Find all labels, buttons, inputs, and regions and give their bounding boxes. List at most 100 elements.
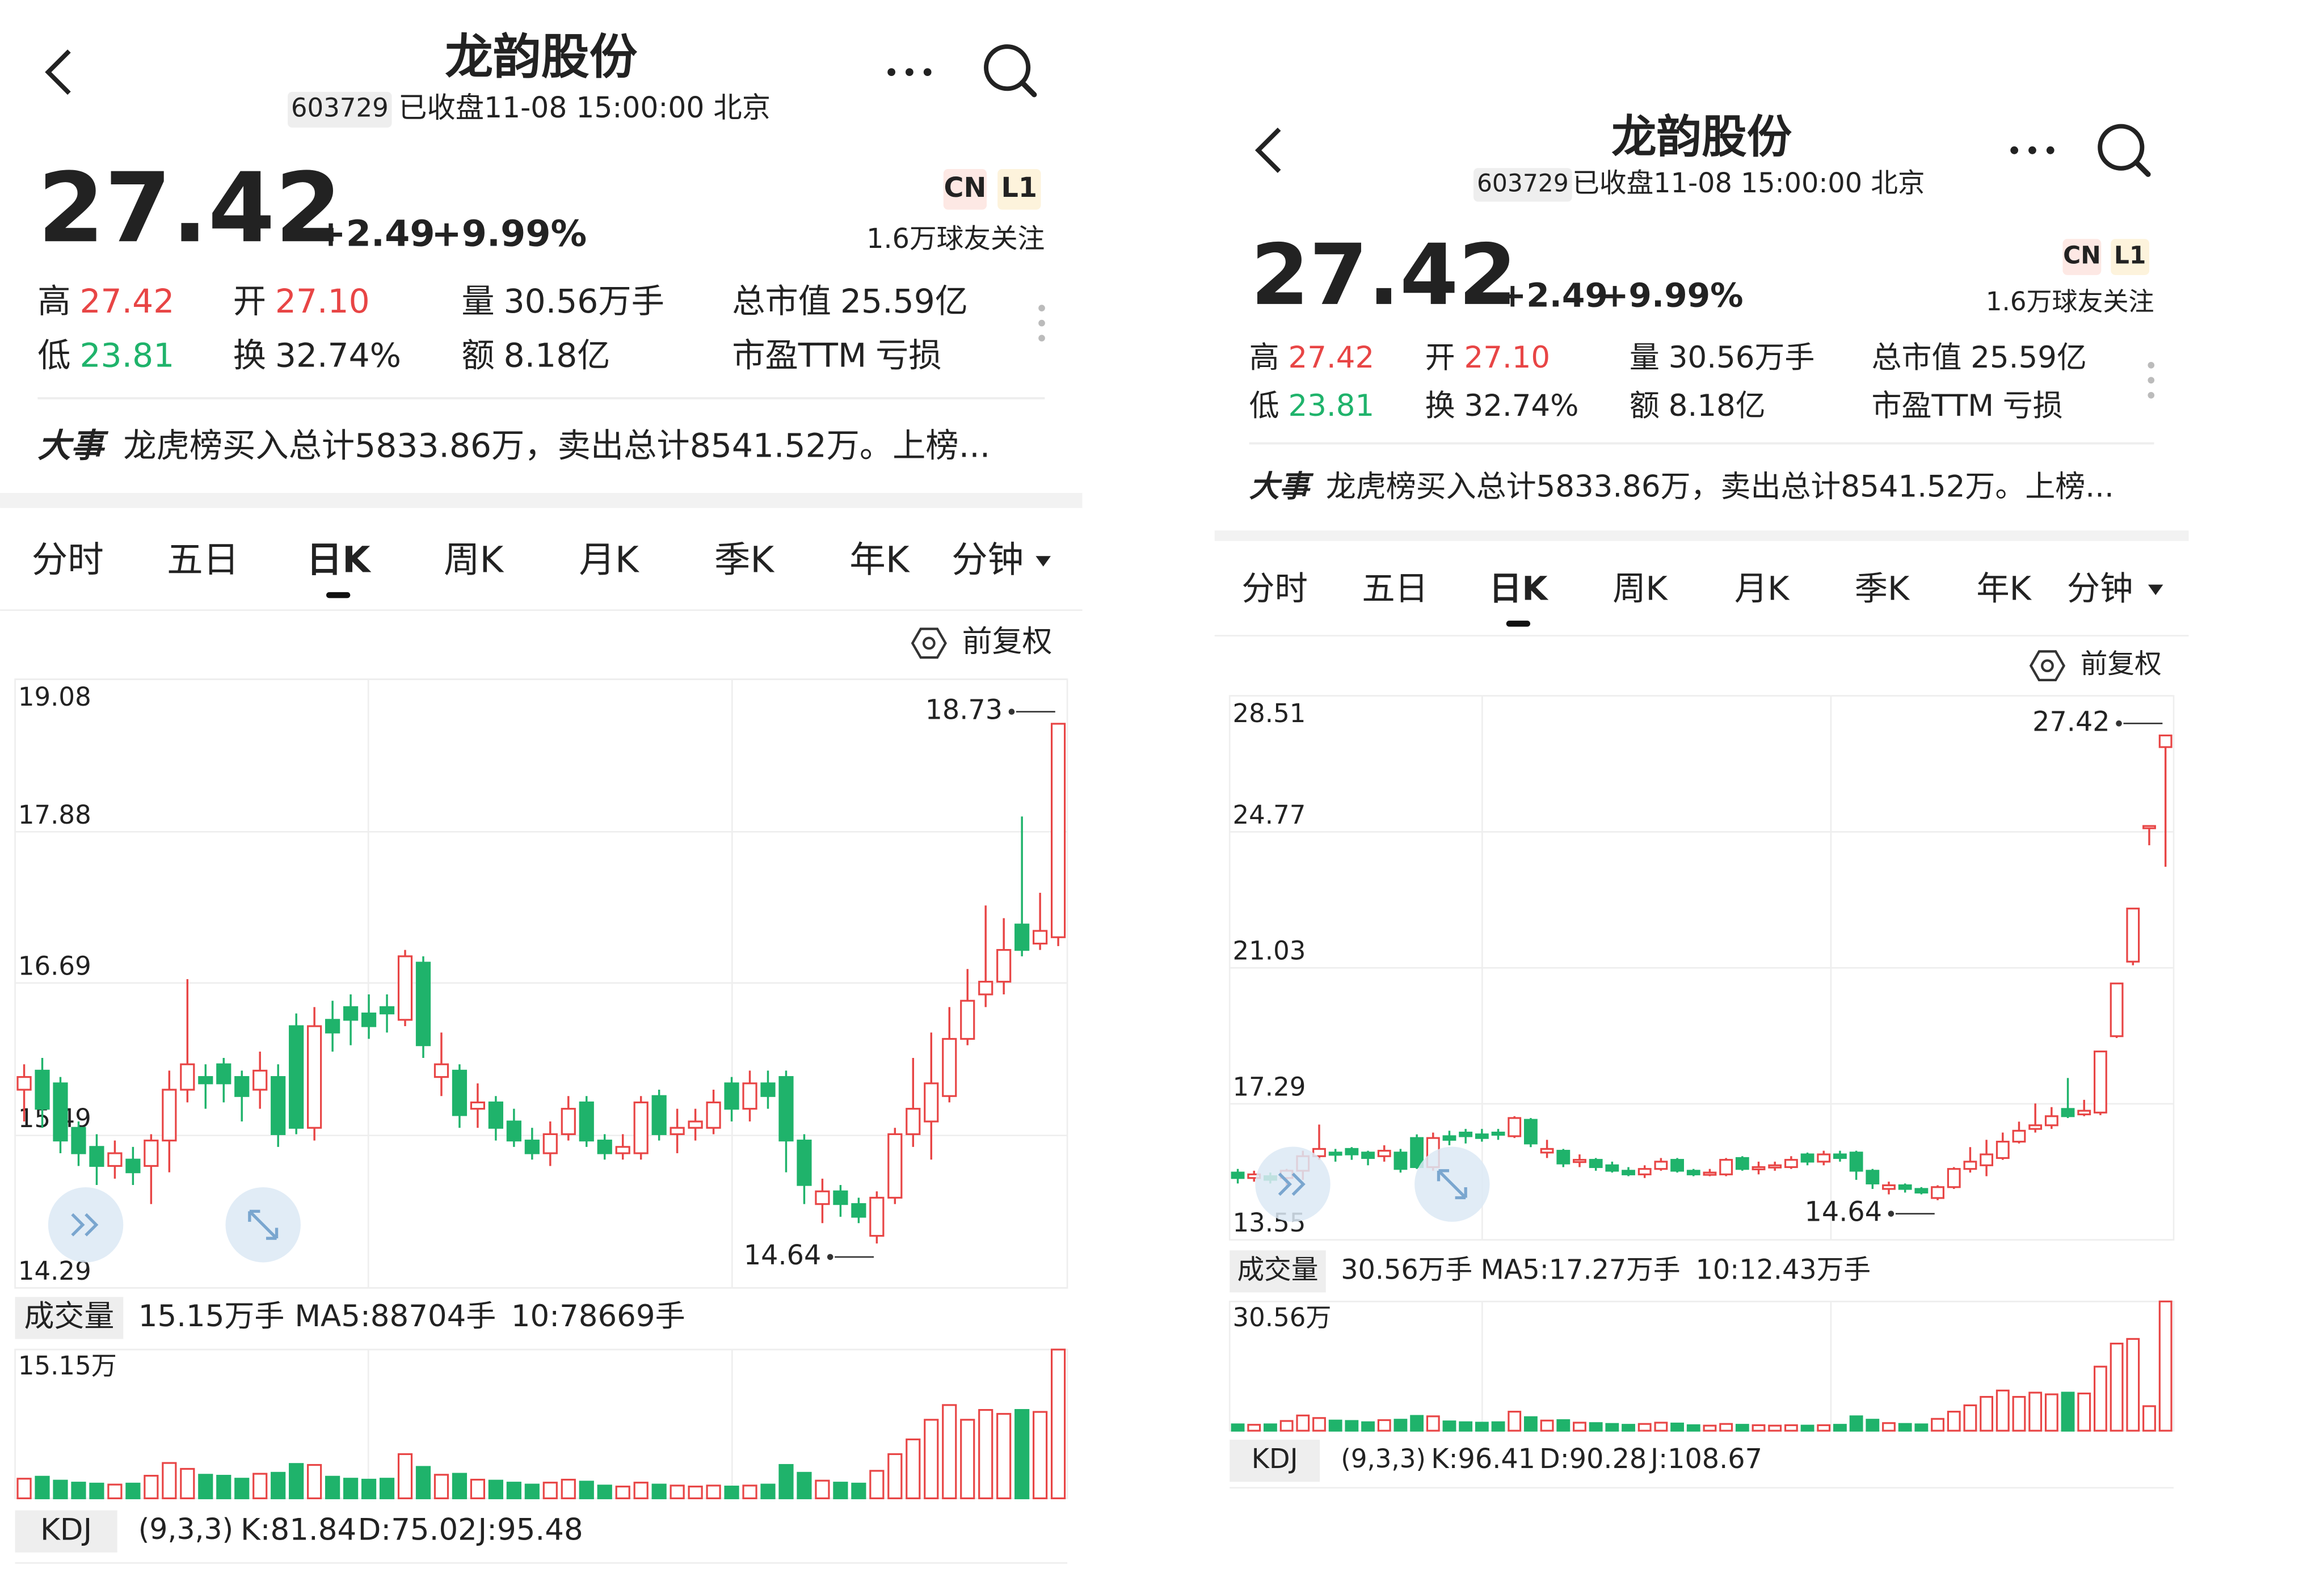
candle-body [180, 1063, 195, 1091]
vmore-dot[interactable] [1038, 305, 1045, 311]
candle-body [524, 1140, 540, 1154]
y-tick-label: 17.29 [1233, 1072, 1306, 1102]
back-button[interactable] [1254, 128, 1281, 173]
volume-bar [1556, 1419, 1571, 1432]
volume-bar [1768, 1424, 1782, 1432]
volume-bar [1670, 1422, 1685, 1432]
news-text[interactable]: 龙虎榜买入总计5833.86万，卖出总计8541.52万。上榜... [1326, 470, 2114, 504]
news-tag: 大事 [1249, 470, 1314, 504]
kdj-d: D:75.02 [358, 1512, 477, 1547]
vmore-dot[interactable] [2148, 391, 2155, 399]
volume-bar [724, 1486, 739, 1499]
section-band [0, 492, 1083, 508]
change: +2.49 [315, 213, 435, 255]
candle-body [1231, 1171, 1245, 1179]
overlay-button[interactable] [48, 1187, 124, 1263]
adjust-icon[interactable] [911, 627, 947, 659]
overlay-icon [1278, 1173, 1306, 1196]
adjust-mode[interactable]: 前复权 [2081, 649, 2162, 680]
market-status: 已收盘11-08 15:00:00 北京 [398, 91, 771, 124]
candle-body [1312, 1148, 1326, 1157]
stat: 市盈TTM 亏损 [732, 336, 941, 375]
more-dot[interactable] [906, 68, 913, 77]
volume-bar [1703, 1424, 1717, 1432]
y-tick-label: 28.51 [1233, 698, 1306, 728]
tab[interactable]: 年K [1976, 569, 2032, 608]
kdj-d: D:90.28 [1539, 1444, 1647, 1475]
more-dot[interactable] [2046, 146, 2054, 154]
volume-bar [1459, 1421, 1473, 1432]
candle-body [488, 1101, 503, 1129]
candle-body [688, 1120, 703, 1129]
candle-body [307, 1025, 322, 1129]
candle-body [706, 1101, 721, 1129]
search-handle [2133, 159, 2151, 177]
tab[interactable]: 日K [306, 538, 372, 580]
more-dot[interactable] [923, 68, 932, 77]
y-tick-label: 21.03 [1233, 936, 1306, 966]
overlay-button[interactable] [1255, 1146, 1331, 1222]
search-icon[interactable] [984, 44, 1031, 91]
tab[interactable]: 五日 [1362, 569, 1428, 608]
search-icon[interactable] [2098, 124, 2145, 171]
tab[interactable]: 周K [444, 538, 505, 580]
more-dot[interactable] [887, 68, 896, 77]
tab[interactable]: 月K [579, 538, 640, 580]
volume-bar [343, 1478, 359, 1499]
vmore-dot[interactable] [1038, 335, 1045, 341]
candle-body [978, 981, 993, 996]
vmore-dot[interactable] [2148, 361, 2155, 369]
tab[interactable]: 季K [1855, 569, 1910, 608]
tab[interactable]: 分时 [1241, 569, 1308, 608]
label-box [15, 1297, 124, 1339]
kdj-j: J:95.48 [477, 1512, 583, 1547]
candle-body [506, 1120, 521, 1142]
kdj-params: (9,3,3) [138, 1512, 233, 1546]
tab[interactable]: 分时 [32, 538, 104, 580]
candle-body [561, 1108, 576, 1136]
vmore-dot[interactable] [2148, 377, 2155, 384]
followers: 1.6万球友关注 [1986, 286, 2154, 317]
volume-bar [397, 1453, 413, 1499]
kdj-title: KDJ [40, 1512, 92, 1547]
tab[interactable]: 年K [849, 538, 911, 580]
volume-bar [325, 1475, 340, 1499]
candle-body [960, 999, 975, 1040]
tab[interactable]: 五日 [167, 538, 239, 580]
volume-bar [1393, 1419, 1408, 1432]
volume-bar [415, 1466, 431, 1499]
volume-bar [35, 1475, 50, 1499]
badge: CN [2063, 242, 2101, 269]
more-dot[interactable] [2028, 146, 2036, 154]
stock-code: 603729 [291, 92, 389, 123]
adjust-icon[interactable] [2029, 650, 2066, 682]
volume-bar [2110, 1342, 2124, 1432]
tab[interactable]: 季K [714, 538, 776, 580]
tab[interactable]: 周K [1613, 569, 1668, 608]
extreme-label: 27.42 [2032, 706, 2110, 737]
stat: 换 32.74% [1425, 389, 1579, 423]
news-text[interactable]: 龙虎榜买入总计5833.86万，卖出总计8541.52万。上榜... [123, 427, 990, 465]
back-button[interactable] [45, 49, 71, 95]
vmore-dot[interactable] [1038, 319, 1045, 327]
tab[interactable]: 月K [1734, 569, 1790, 608]
candle-body [2142, 825, 2156, 829]
tab-dropdown[interactable] [2148, 584, 2163, 596]
volume-bar [815, 1479, 830, 1499]
label-box [1230, 1250, 1326, 1293]
tab[interactable]: 分钟 [2067, 569, 2133, 608]
tab[interactable]: 日K [1489, 569, 1548, 608]
more-dot[interactable] [2010, 146, 2019, 154]
stat-label: 低 [1249, 389, 1279, 423]
volume-bar [216, 1474, 231, 1499]
candle-body [2061, 1108, 2075, 1117]
tab[interactable]: 分钟 [952, 538, 1024, 580]
volume-bar [615, 1486, 630, 1499]
adjust-mode[interactable]: 前复权 [962, 625, 1052, 659]
candle-body [1491, 1131, 1505, 1136]
volume-bar [1622, 1424, 1635, 1432]
extreme-dot [2116, 720, 2122, 727]
tab-dropdown[interactable] [1035, 556, 1051, 567]
volume-bar [1719, 1423, 1733, 1432]
candle-body [415, 961, 431, 1047]
